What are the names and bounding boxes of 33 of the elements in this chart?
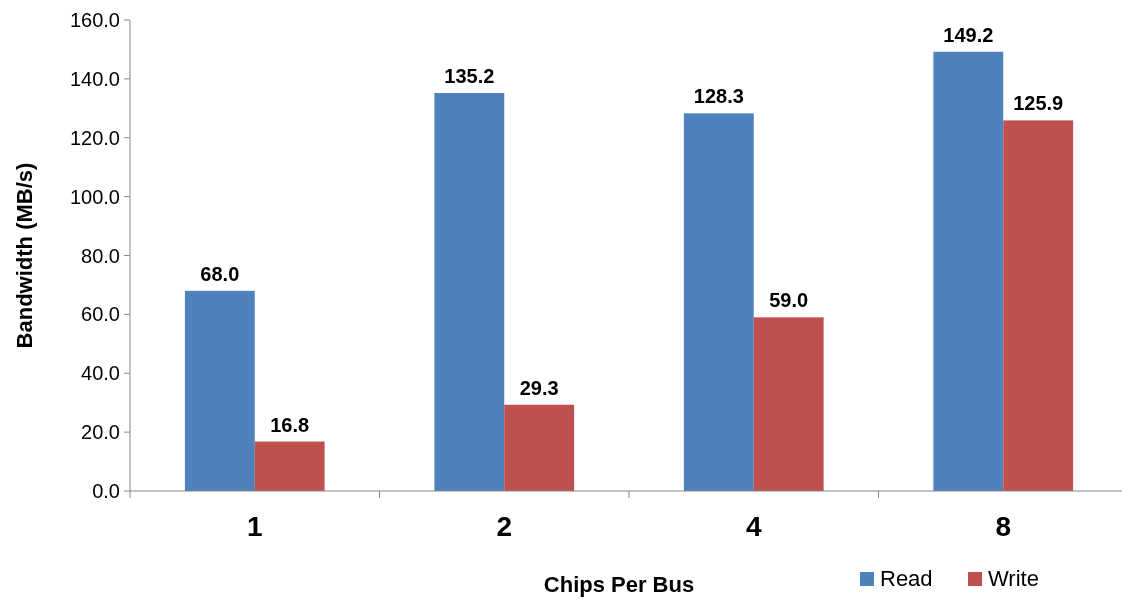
data-label: 16.8	[270, 413, 310, 436]
data-label: 29.3	[519, 376, 559, 399]
y-tick-label: 60.0	[81, 303, 120, 326]
data-label: 59.0	[769, 289, 809, 312]
x-tick-label: 4	[745, 511, 762, 542]
legend-label: Read	[880, 566, 933, 591]
data-label: 149.2	[943, 23, 994, 46]
bar	[184, 290, 255, 491]
bar	[504, 404, 575, 491]
bar	[933, 51, 1004, 491]
x-axis-title: Chips Per Bus	[543, 572, 695, 597]
x-tick-label: 1	[246, 511, 263, 542]
legend-label: Write	[988, 566, 1039, 591]
y-tick-label: 20.0	[81, 421, 120, 444]
bar	[434, 93, 505, 491]
y-axis-title: Bandwidth (MB/s)	[12, 162, 37, 349]
data-label: 68.0	[200, 262, 240, 285]
y-tick-label: 160.0	[69, 9, 120, 31]
y-tick-label: 120.0	[69, 126, 120, 149]
y-tick-label: 0.0	[92, 480, 120, 502]
y-tick-label: 100.0	[69, 185, 120, 208]
y-tick-label: 80.0	[81, 244, 120, 267]
bar	[1003, 120, 1074, 491]
data-label: 135.2	[444, 65, 495, 87]
x-tick-label: 8	[995, 511, 1012, 542]
x-tick-label: 2	[496, 511, 513, 542]
bar	[254, 441, 325, 491]
data-label: 128.3	[693, 85, 744, 108]
bar	[753, 317, 824, 491]
bar	[683, 113, 754, 491]
y-tick-label: 140.0	[69, 67, 120, 90]
y-tick-label: 40.0	[81, 362, 120, 385]
data-label: 125.9	[1013, 92, 1064, 115]
